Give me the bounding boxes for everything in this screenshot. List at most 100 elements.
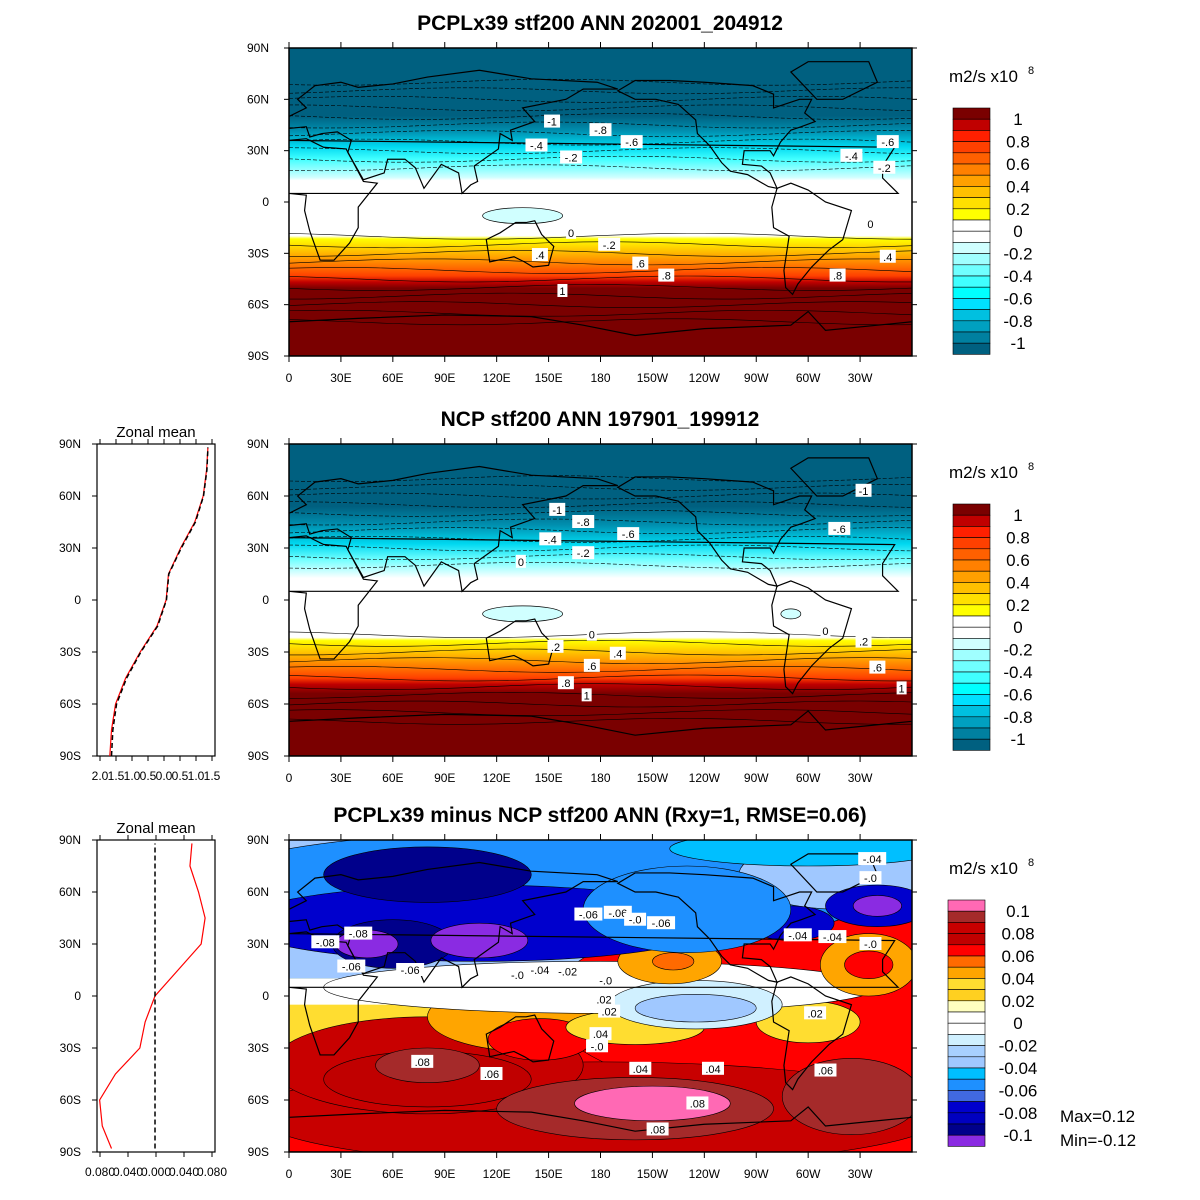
- contour-region: [781, 1058, 912, 1135]
- contour-label-box: [855, 634, 872, 648]
- contour-label: .6: [636, 259, 645, 271]
- contour-label: -.06: [608, 908, 627, 920]
- contour-label-box: [583, 658, 600, 672]
- contour-label-box: [829, 268, 846, 282]
- contour-label: 1: [559, 286, 565, 298]
- contour-label: .6: [587, 661, 596, 673]
- contour-line: [289, 318, 912, 326]
- coastline: [289, 1106, 912, 1152]
- colorbar-box: [947, 1090, 986, 1102]
- x-tick-label: 2.0: [92, 769, 109, 783]
- contour-label: -.8: [577, 517, 590, 529]
- y-tick-label: 60S: [60, 1093, 81, 1107]
- coastline: [771, 182, 853, 296]
- contour-label: -.08: [349, 929, 368, 941]
- contour-label-box: [646, 1122, 669, 1136]
- colorbar-box: [952, 186, 991, 198]
- contour-label-box: [539, 532, 562, 546]
- contour-label-box: [311, 935, 340, 949]
- colorbar-label: -1: [1010, 334, 1025, 353]
- x-tick-label: 150E: [535, 771, 563, 785]
- contour-label: 0: [518, 557, 524, 569]
- colorbar-units: m2/s x10: [949, 67, 1018, 86]
- contour-label-box: [586, 627, 597, 641]
- colorbar-box: [952, 152, 991, 165]
- x-tick-label: 180: [590, 771, 610, 785]
- contour-label-box: [814, 1063, 837, 1077]
- field-shading: [289, 444, 912, 756]
- y-tick-label: 30S: [60, 1041, 81, 1055]
- contour-line: [289, 718, 912, 725]
- y-tick-label: 0: [262, 593, 269, 607]
- coastline: [771, 580, 853, 695]
- colorbar-box: [952, 197, 991, 210]
- contour-label: -.0: [511, 970, 524, 982]
- colorbar-box: [952, 141, 991, 154]
- colorbar-label: 1: [1013, 110, 1022, 129]
- y-tick-label: 90S: [248, 349, 269, 363]
- contour-label-box: [557, 283, 568, 297]
- contour-label: -.04: [788, 930, 807, 942]
- x-tick-label: 30E: [330, 771, 351, 785]
- contour-line: [289, 553, 912, 560]
- zonal-mean-panel: Zonal mean90N60N30N030S60S90S0.0800.0400…: [59, 820, 227, 1179]
- colorbar-box: [952, 275, 991, 288]
- colorbar-label: 0.08: [1001, 925, 1034, 944]
- contour-label: -.08: [316, 937, 335, 949]
- contour-label-box: [396, 963, 425, 976]
- contour-label: 1: [584, 690, 590, 702]
- x-tick-label: 120E: [483, 371, 511, 385]
- colorbar-label: 0.4: [1006, 573, 1030, 592]
- contour-label: .2: [859, 637, 868, 649]
- contour-label-box: [557, 676, 574, 690]
- contour-line: [289, 284, 912, 291]
- coastline: [771, 976, 853, 1091]
- colorbar-label: 0.2: [1006, 200, 1030, 219]
- colorbar-label: 0.1: [1006, 902, 1030, 921]
- contour-label-box: [344, 926, 373, 940]
- contour-label-box: [632, 256, 649, 270]
- contour-label: .04: [633, 1064, 648, 1076]
- contour-label: .8: [833, 271, 842, 283]
- map-panel-2: NCP stf200 ANN 197901_199912 -1 -1 -.8 -.6 -.…: [59, 408, 1034, 785]
- colorbar-label: 0.04: [1001, 969, 1034, 988]
- colorbar-box: [952, 503, 991, 516]
- colorbar-box: [952, 548, 991, 561]
- x-tick-label: 180: [590, 371, 610, 385]
- contour-label-box: [879, 249, 896, 263]
- y-tick-label: 90N: [247, 437, 269, 451]
- contour-line: [289, 292, 912, 300]
- contour-label-box: [865, 217, 876, 231]
- contour-label: -.6: [622, 529, 635, 541]
- contour-label-box: [549, 502, 566, 516]
- colorbar-box: [947, 944, 986, 957]
- x-tick-label: 60E: [382, 371, 403, 385]
- coastline: [289, 535, 900, 660]
- min-label: Min=-0.12: [1060, 1131, 1136, 1150]
- contour-label-box: [547, 639, 564, 653]
- contour-label: 0: [589, 630, 595, 642]
- contour-label-box: [566, 225, 577, 239]
- x-tick-label: 60W: [796, 771, 821, 785]
- colorbar-box: [947, 1134, 986, 1147]
- map-panel-1: PCPLx39 stf200 ANN 202001_204912 -1 -.8 -.6…: [247, 12, 1034, 385]
- contour-label: 0: [822, 626, 828, 638]
- colorbar-label: -0.2: [1003, 641, 1032, 660]
- y-tick-label: 90N: [59, 437, 81, 451]
- field-shading: [289, 48, 912, 356]
- contour-label: -1: [547, 117, 557, 129]
- contour-label: 0: [568, 228, 574, 240]
- colorbar-label: 0.06: [1001, 947, 1034, 966]
- x-tick-label: 90W: [744, 371, 769, 385]
- map-title: PCPLx39 stf200 ANN 202001_204912: [417, 12, 783, 35]
- max-label: Max=0.12: [1060, 1107, 1135, 1126]
- colorbar-label: -0.06: [999, 1081, 1038, 1100]
- colorbar-label: -0.08: [999, 1104, 1038, 1123]
- colorbar-box: [947, 899, 986, 912]
- contour-line: [289, 518, 912, 526]
- colorbar-label: -0.4: [1003, 267, 1032, 286]
- contour-label: .02: [602, 1007, 617, 1019]
- colorbar-box: [952, 320, 991, 333]
- contour-label-box: [873, 160, 896, 174]
